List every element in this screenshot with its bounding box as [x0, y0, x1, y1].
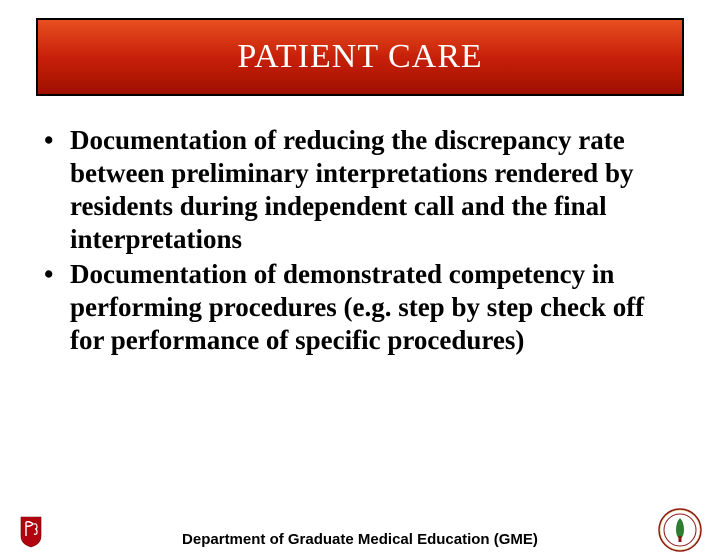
list-item: Documentation of demonstrated competency… [36, 258, 684, 357]
bullet-list: Documentation of reducing the discrepanc… [36, 124, 684, 357]
content-area: Documentation of reducing the discrepanc… [36, 124, 684, 357]
list-item: Documentation of reducing the discrepanc… [36, 124, 684, 256]
slide-title: PATIENT CARE [237, 38, 482, 76]
title-bar: PATIENT CARE [36, 18, 684, 96]
